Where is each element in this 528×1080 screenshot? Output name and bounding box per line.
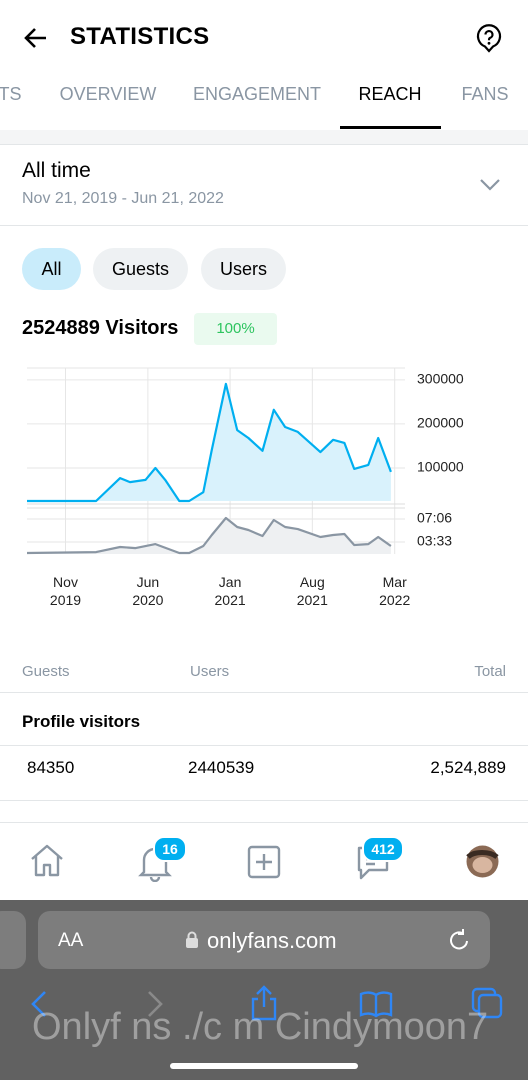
back-button[interactable] <box>22 24 50 52</box>
browser-tab-stub[interactable] <box>0 911 26 969</box>
y2-tick-label: 07:06 <box>417 510 452 526</box>
visitors-total: 2524889 Visitors <box>22 317 179 339</box>
address-bar[interactable] <box>38 911 490 969</box>
column-header: Total <box>474 663 506 680</box>
filter-pill[interactable]: Users <box>201 248 286 290</box>
cell: 2440539 <box>188 758 255 777</box>
notification-badge: 16 <box>153 836 187 862</box>
reload-icon[interactable] <box>448 927 472 953</box>
x-tick-label: Jan 2021 <box>214 574 246 608</box>
tabs-icon[interactable] <box>470 986 504 1020</box>
tab[interactable]: FANS <box>461 84 509 104</box>
lock-icon <box>186 931 198 948</box>
tab[interactable]: REACH <box>358 84 422 104</box>
line <box>27 382 392 503</box>
x-tick-label: Jun 2020 <box>132 574 164 608</box>
chart: 100000 200000 300000 03:33 07:06 <box>26 367 464 555</box>
text-size-button[interactable]: AA <box>58 930 84 951</box>
forward-nav[interactable] <box>142 988 166 1020</box>
filter-pill[interactable]: Guests <box>93 248 188 290</box>
y-tick-label: 300000 <box>417 371 464 387</box>
divider <box>0 822 528 823</box>
area <box>27 383 391 501</box>
bookmarks-icon[interactable] <box>358 990 394 1018</box>
chevron-down[interactable] <box>478 176 502 192</box>
share-icon[interactable] <box>248 984 280 1022</box>
line <box>26 516 392 555</box>
divider <box>0 225 528 226</box>
home-indicator <box>170 1063 358 1069</box>
period-range: Nov 21, 2019 - Jun 21, 2022 <box>22 190 224 207</box>
divider <box>0 745 528 746</box>
add-icon[interactable] <box>246 844 282 880</box>
watermark: Onlyf ns ./c m Cindymoon7 <box>32 1006 489 1048</box>
column-header: Guests <box>22 663 70 680</box>
y2-tick-label: 03:33 <box>417 533 452 549</box>
area <box>27 518 391 554</box>
row-label: Profile visitors <box>22 712 141 731</box>
tab[interactable]: TS <box>0 84 22 104</box>
x-tick-label: Aug 2021 <box>296 574 328 608</box>
divider <box>0 144 528 145</box>
x-tick-label: Nov 2019 <box>49 574 82 608</box>
home-icon[interactable] <box>28 842 66 880</box>
y-tick-label: 200000 <box>417 415 464 431</box>
period-title[interactable]: All time <box>22 159 91 182</box>
y-tick-label: 100000 <box>417 459 464 475</box>
help-button[interactable] <box>475 24 503 54</box>
tab-indicator <box>340 126 441 129</box>
tab[interactable]: ENGAGEMENT <box>192 84 322 104</box>
cell: 84350 <box>27 758 75 777</box>
url: onlyfans.com <box>207 928 337 953</box>
filter-pill[interactable]: All <box>22 248 81 290</box>
column-header: Users <box>190 663 230 680</box>
avatar[interactable] <box>466 845 499 878</box>
percent-badge: 100% <box>194 313 277 345</box>
divider <box>0 130 528 144</box>
tab[interactable]: OVERVIEW <box>59 84 157 104</box>
cell: 2,524,889 <box>430 758 506 777</box>
divider <box>0 800 528 801</box>
back-nav[interactable] <box>28 988 52 1020</box>
x-tick-label: Mar 2022 <box>379 574 411 608</box>
page-title: STATISTICS <box>70 23 210 50</box>
divider <box>0 692 528 693</box>
messages-badge: 412 <box>362 836 404 862</box>
